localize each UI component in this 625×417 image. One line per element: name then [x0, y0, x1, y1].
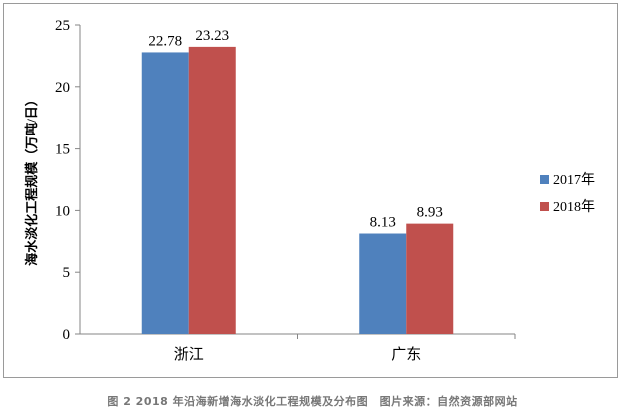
- y-tick-label: 15: [55, 142, 70, 158]
- y-tick-label: 5: [63, 265, 71, 281]
- y-tick-label: 20: [55, 80, 70, 96]
- data-label: 23.23: [195, 28, 229, 44]
- bar: [188, 46, 236, 335]
- bar: [359, 233, 407, 334]
- data-label: 22.78: [148, 33, 182, 49]
- bar: [141, 52, 189, 334]
- y-tick-label: 25: [55, 18, 70, 34]
- data-label: 8.13: [370, 215, 396, 231]
- y-tick-label: 0: [63, 327, 71, 343]
- legend-swatch: [540, 175, 549, 184]
- figure-caption: 图 2 2018 年沿海新增海水淡化工程规模及分布图 图片来源：自然资源部网站: [107, 395, 518, 408]
- data-label: 8.93: [417, 205, 443, 221]
- x-tick-label: 广东: [391, 346, 421, 363]
- y-axis-label: 海水淡化工程规模（万吨/日）: [24, 93, 39, 266]
- bar: [406, 223, 454, 334]
- chart-frame: [3, 3, 618, 378]
- y-tick-label: 10: [55, 203, 70, 219]
- legend-label: 2018年: [553, 199, 595, 215]
- legend-swatch: [540, 202, 549, 211]
- legend-label: 2017年: [553, 172, 595, 188]
- x-tick-label: 浙江: [174, 346, 204, 363]
